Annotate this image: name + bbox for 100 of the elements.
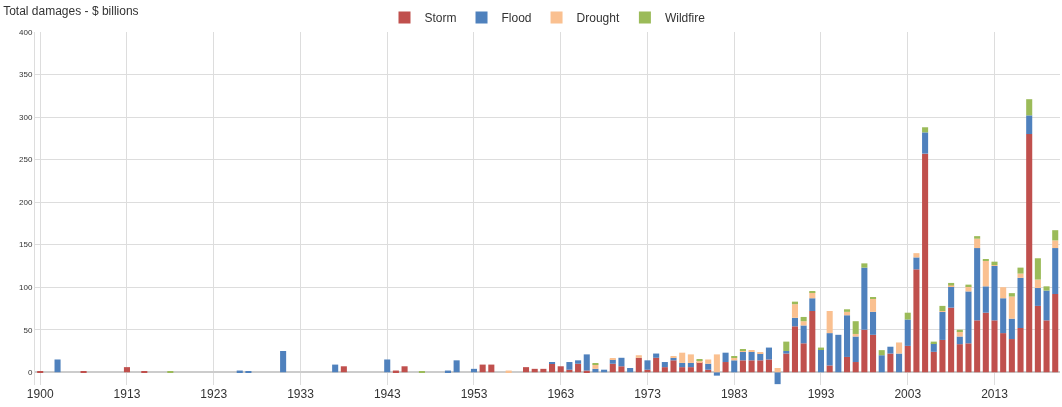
bar <box>679 367 686 373</box>
bar <box>722 362 729 373</box>
bar <box>974 320 981 373</box>
bar <box>930 343 937 352</box>
bar <box>800 325 807 344</box>
x-tick-label: 1953 <box>460 387 488 401</box>
bar <box>991 265 998 321</box>
bar <box>618 366 625 373</box>
bar <box>748 360 755 373</box>
bar <box>791 317 798 327</box>
bar <box>739 360 746 373</box>
bar <box>1043 320 1050 373</box>
bar <box>687 367 694 373</box>
bar <box>453 360 460 373</box>
bar <box>1034 305 1041 373</box>
bar <box>1026 134 1033 373</box>
bar <box>705 363 712 370</box>
y-tick-label: 350 <box>19 70 33 80</box>
bar <box>991 261 998 266</box>
bar <box>843 315 851 357</box>
bar <box>679 362 686 368</box>
x-tick-label: 1963 <box>547 387 575 401</box>
bar <box>982 286 989 313</box>
bar <box>904 319 911 346</box>
bar <box>922 132 929 154</box>
bar <box>522 367 530 373</box>
y-tick-label: 50 <box>23 325 33 335</box>
bar <box>843 356 851 373</box>
bar <box>618 357 625 367</box>
bar <box>852 321 859 334</box>
bar <box>843 309 851 312</box>
bar <box>861 267 868 330</box>
bar <box>1034 288 1041 306</box>
bar <box>913 253 920 258</box>
x-tick-label: 1900 <box>26 387 54 401</box>
bar <box>922 127 929 133</box>
bar <box>791 326 798 373</box>
bar <box>1000 287 1007 299</box>
bar <box>896 342 903 354</box>
bar <box>878 355 885 373</box>
bar <box>852 362 859 373</box>
bar <box>653 357 660 373</box>
x-tick-label: 1983 <box>720 387 748 401</box>
bar <box>1034 258 1041 280</box>
chart-title: Total damages - $ billions <box>3 3 139 18</box>
y-tick-label: 200 <box>19 197 33 207</box>
bar <box>687 362 694 368</box>
bar <box>800 321 807 326</box>
bar <box>870 334 877 373</box>
legend-label: Flood <box>501 11 532 26</box>
bar <box>705 359 712 364</box>
x-tick-label: 2013 <box>981 387 1009 401</box>
bar <box>939 311 946 340</box>
bar <box>123 367 130 373</box>
bar <box>1000 333 1007 373</box>
bar <box>922 153 929 373</box>
bar <box>1008 293 1015 297</box>
bar <box>800 316 807 322</box>
bar <box>609 363 616 373</box>
bar <box>739 351 746 361</box>
bar <box>713 354 720 373</box>
bar <box>965 284 972 287</box>
bar <box>956 331 963 337</box>
bar <box>939 339 946 373</box>
bar <box>401 366 408 373</box>
bar <box>765 359 772 373</box>
bar <box>939 305 946 311</box>
bar <box>826 333 833 366</box>
bar <box>904 312 911 320</box>
bar <box>757 360 764 373</box>
bar <box>887 353 894 373</box>
bar <box>835 334 842 373</box>
bar <box>1017 273 1024 278</box>
bar <box>878 350 885 356</box>
y-tick-label: 250 <box>19 155 33 165</box>
bar <box>1017 267 1024 274</box>
bar <box>679 352 686 363</box>
bar <box>870 298 877 312</box>
bar <box>661 362 668 368</box>
bar <box>791 304 798 318</box>
bar <box>861 263 868 268</box>
bar <box>948 286 955 308</box>
bar <box>852 336 859 363</box>
bar <box>809 311 816 373</box>
bar <box>713 372 720 376</box>
x-tick-label: 1993 <box>807 387 835 401</box>
legend-label: Wildfire <box>664 11 706 26</box>
bar <box>1008 296 1015 319</box>
bar <box>826 365 833 373</box>
bar <box>731 360 738 373</box>
bar <box>800 343 807 373</box>
bar <box>887 346 894 354</box>
bar <box>1017 277 1024 329</box>
x-tick-label: 1933 <box>287 387 315 401</box>
bar <box>575 360 582 364</box>
bar <box>557 366 564 373</box>
bar <box>974 248 981 321</box>
bar <box>765 347 772 360</box>
bar <box>896 353 903 373</box>
bar <box>340 366 347 373</box>
